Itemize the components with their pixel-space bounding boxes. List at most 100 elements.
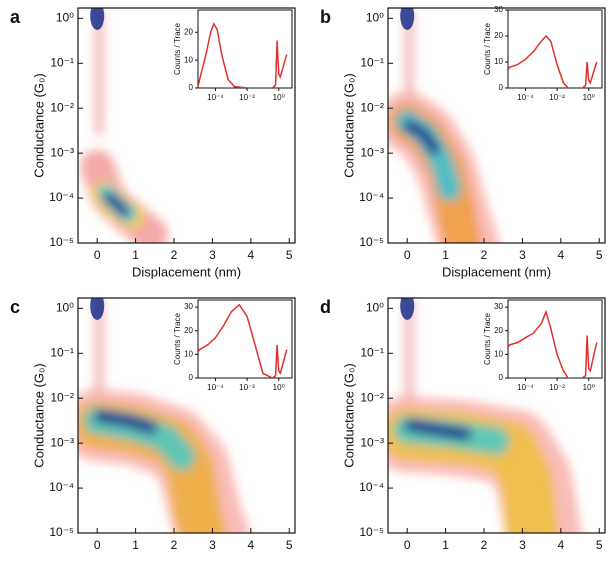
x-tick-label: 1 [442, 538, 449, 552]
y-tick-label: 10⁰ [56, 301, 74, 315]
density [103, 192, 130, 218]
x-tick-label: 2 [481, 248, 488, 262]
inset-y-tick-label: 10 [494, 349, 503, 358]
inset-y-tick-label: 20 [494, 326, 503, 335]
x-tick-label: 5 [596, 538, 603, 552]
x-tick-label: 3 [519, 248, 526, 262]
y-tick-label: 10⁻¹ [50, 55, 74, 69]
inset-y-tick-label: 0 [189, 83, 194, 92]
top-blob [400, 8, 415, 30]
y-tick-label: 10⁻⁵ [49, 235, 74, 249]
inset-y-tick-label: 20 [184, 326, 193, 335]
inset-y-tick-label: 30 [184, 302, 193, 311]
y-tick-label: 10⁻³ [50, 435, 74, 449]
inset-x-tick-label: 10⁰ [273, 93, 285, 102]
inset-x-tick-label: 10⁻⁴ [207, 93, 224, 102]
panel-label: a [10, 7, 21, 27]
inset-y-label: Counts / Trace [483, 312, 492, 365]
y-tick-label: 10⁻⁵ [359, 525, 384, 539]
inset-y-tick-label: 10 [184, 55, 193, 64]
y-axis-label: Conductance (G₀) [31, 73, 46, 177]
top-blob [90, 298, 105, 320]
inset-y-tick-label: 0 [499, 373, 504, 382]
y-tick-label: 10⁻⁴ [359, 190, 384, 204]
panel: 0 1 2 3 4 5 10⁻⁵ 10⁻⁴ 10⁻³ 10⁻² 10⁻¹ 10⁰ Displacemen… [10, 7, 296, 279]
x-tick-label: 4 [557, 538, 564, 552]
inset-line [508, 309, 598, 378]
inset-x-tick-label: 10⁻² [239, 93, 255, 102]
y-tick-label: 10⁻¹ [360, 55, 384, 69]
x-tick-label: 3 [209, 538, 216, 552]
inset-y-label: Counts / Trace [173, 22, 182, 75]
y-axis-label: Conductance (G₀) [31, 363, 46, 467]
top-blob [90, 8, 105, 30]
y-tick-label: 10⁻² [50, 390, 74, 404]
x-tick-label: 1 [132, 538, 139, 552]
x-tick-label: 3 [209, 248, 216, 262]
y-tick-label: 10⁻² [360, 100, 384, 114]
inset-x-tick-label: 10⁰ [273, 383, 285, 392]
y-tick-label: 10⁻⁴ [49, 190, 74, 204]
y-tick-label: 10⁻¹ [50, 345, 74, 359]
plot-frame [387, 7, 606, 244]
x-tick-label: 3 [519, 538, 526, 552]
y-tick-label: 10⁻⁴ [49, 480, 74, 494]
x-tick-label: 2 [171, 248, 178, 262]
inset-line [198, 303, 288, 378]
inset-y-tick-label: 20 [184, 27, 193, 36]
x-tick-label: 1 [132, 248, 139, 262]
density [94, 409, 158, 434]
y-tick-label: 10⁻² [50, 100, 74, 114]
inset-x-tick-label: 10⁻² [239, 383, 255, 392]
inset-y-tick-label: 30 [494, 302, 503, 311]
heatmap-blur [388, 298, 582, 533]
inset-x-tick-label: 10⁻² [549, 93, 565, 102]
x-tick-label: 1 [442, 248, 449, 262]
x-axis-label: Displacement (nm) [442, 264, 551, 279]
panel: 01234510⁻⁵10⁻⁴10⁻³10⁻²10⁻¹10⁰Displacemen… [10, 297, 296, 561]
x-tick-label: 2 [171, 538, 178, 552]
x-tick-label: 5 [286, 248, 293, 262]
inset-y-tick-label: 0 [499, 83, 504, 92]
y-tick-label: 10⁻¹ [360, 345, 384, 359]
y-axis-label: Conductance (G₀) [341, 363, 356, 467]
inset-x-tick-label: 10⁻⁴ [517, 383, 534, 392]
x-axis-label: Displacement (nm) [132, 264, 241, 279]
heatmap [388, 8, 500, 243]
panel-label: c [10, 297, 20, 317]
plot-frame [77, 7, 296, 244]
y-tick-label: 10⁻³ [50, 145, 74, 159]
x-tick-label: 4 [557, 248, 564, 262]
y-tick-label: 10⁰ [366, 11, 384, 25]
y-tick-label: 10⁻² [360, 390, 384, 404]
inset-y-tick-label: 0 [189, 373, 194, 382]
y-tick-label: 10⁻⁵ [49, 525, 74, 539]
inset-y-label: Counts / Trace [173, 312, 182, 365]
inset-x-tick-label: 10⁻⁴ [517, 93, 534, 102]
inset-line [508, 34, 598, 88]
x-tick-label: 4 [247, 248, 254, 262]
heatmap-blur [80, 8, 168, 243]
plot-frame [387, 297, 606, 534]
y-tick-label: 10⁻³ [360, 145, 384, 159]
heatmap-blur [388, 8, 500, 243]
y-axis-label: Conductance (G₀) [341, 73, 356, 177]
inset-x-tick-label: 10⁻² [549, 383, 565, 392]
y-tick-label: 10⁻⁴ [359, 480, 384, 494]
inset-x-tick-label: 10⁰ [583, 93, 595, 102]
x-tick-label: 5 [286, 538, 293, 552]
x-tick-label: 0 [94, 538, 101, 552]
y-tick-label: 10⁻³ [360, 435, 384, 449]
panel-label: d [320, 297, 331, 317]
x-tick-label: 5 [596, 248, 603, 262]
inset-x-tick-label: 10⁻⁴ [207, 383, 224, 392]
x-tick-label: 2 [481, 538, 488, 552]
y-tick-label: 10⁰ [56, 11, 74, 25]
inset-y-label: Counts / Trace [483, 22, 492, 75]
top-blob [400, 298, 415, 320]
inset-y-tick-label: 10 [494, 57, 503, 66]
panel: 01234510⁻⁵10⁻⁴10⁻³10⁻²10⁻¹10⁰Displacemen… [320, 297, 606, 561]
x-tick-label: 0 [404, 248, 411, 262]
density [403, 120, 441, 155]
